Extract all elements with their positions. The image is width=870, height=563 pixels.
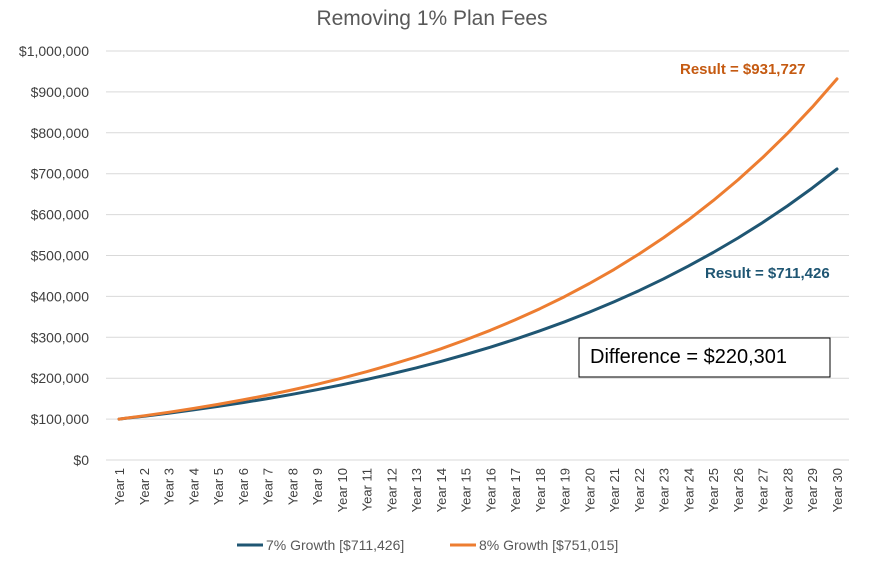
x-tick-label: Year 13 xyxy=(409,468,424,512)
difference-label: Difference = $220,301 xyxy=(590,346,787,368)
x-tick-label: Year 16 xyxy=(483,468,498,512)
x-axis-tick-labels: Year 1 Year 2 Year 3 Year 4 Year 5 Year 6 Year… xyxy=(112,468,845,512)
x-tick-label: Year 6 xyxy=(236,468,251,505)
x-tick-label: Year 21 xyxy=(607,468,622,512)
difference-box-frame xyxy=(578,337,831,378)
x-tick-label: Year 29 xyxy=(805,468,820,512)
x-tick-label: Year 27 xyxy=(756,468,771,512)
x-tick-label: Year 11 xyxy=(360,468,375,511)
x-tick-label: Year 22 xyxy=(632,468,647,512)
y-tick-label: $1,000,000 xyxy=(19,43,89,59)
y-tick-label: $300,000 xyxy=(31,329,90,345)
series-line-8-percent xyxy=(117,77,839,421)
x-tick-label: Year 5 xyxy=(211,468,226,505)
y-tick-label: $700,000 xyxy=(31,166,90,182)
x-tick-label: Year 19 xyxy=(558,468,573,512)
x-tick-label: Year 10 xyxy=(335,468,350,512)
x-tick-label: Year 14 xyxy=(434,468,449,512)
y-tick-label: $500,000 xyxy=(31,248,90,264)
legend: 7% Growth [$711,426] 8% Growth [$751,015… xyxy=(237,537,618,553)
series-lines xyxy=(117,77,839,421)
x-tick-label: Year 30 xyxy=(830,468,845,512)
y-tick-label: $600,000 xyxy=(31,207,90,223)
x-tick-label: Year 7 xyxy=(261,468,276,505)
result-8-percent-label: Result = $931,727 xyxy=(680,61,806,78)
chart-title: Removing 1% Plan Fees xyxy=(316,7,547,30)
y-tick-label: $100,000 xyxy=(31,411,90,427)
x-tick-label: Year 15 xyxy=(459,468,474,512)
x-tick-label: Year 9 xyxy=(310,468,325,505)
y-axis-tick-labels: $0 $100,000 $200,000 $300,000 $400,000 $500,0… xyxy=(19,43,89,468)
result-7-percent-label: Result = $711,426 xyxy=(705,265,830,282)
difference-box: Difference = $220,301 xyxy=(578,337,831,378)
x-tick-label: Year 24 xyxy=(681,468,696,512)
y-tick-label: $400,000 xyxy=(31,288,90,304)
y-tick-label: $0 xyxy=(73,452,89,468)
x-tick-label: Year 17 xyxy=(508,468,523,512)
x-tick-label: Year 23 xyxy=(657,468,672,512)
x-tick-label: Year 18 xyxy=(533,468,548,512)
x-tick-label: Year 8 xyxy=(285,468,300,505)
y-tick-label: $900,000 xyxy=(31,84,90,100)
x-tick-label: Year 2 xyxy=(137,468,152,505)
x-tick-label: Year 4 xyxy=(186,468,201,505)
legend-label-7-percent: 7% Growth [$711,426] xyxy=(266,537,404,553)
y-tick-label: $200,000 xyxy=(31,370,90,386)
x-tick-label: Year 1 xyxy=(112,468,127,505)
x-tick-label: Year 26 xyxy=(731,468,746,512)
x-tick-label: Year 12 xyxy=(384,468,399,512)
x-tick-label: Year 20 xyxy=(582,468,597,512)
x-tick-label: Year 3 xyxy=(162,468,177,505)
legend-label-8-percent: 8% Growth [$751,015] xyxy=(479,537,618,553)
x-tick-label: Year 25 xyxy=(706,468,721,512)
y-tick-label: $800,000 xyxy=(31,125,90,141)
gridlines xyxy=(106,50,849,461)
series-line-7-percent xyxy=(117,167,839,421)
x-tick-label: Year 28 xyxy=(780,468,795,512)
